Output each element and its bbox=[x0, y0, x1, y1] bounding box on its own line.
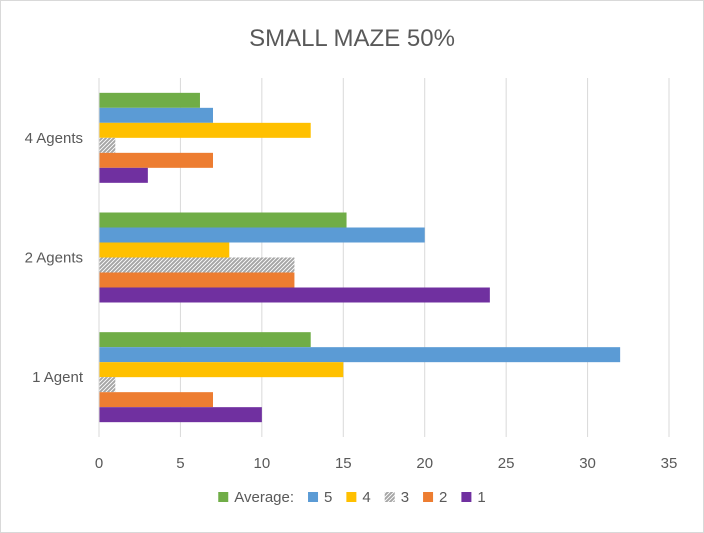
legend-item: Average: bbox=[218, 489, 294, 506]
legend-label: 2 bbox=[439, 489, 447, 506]
category-label: 2 Agents bbox=[25, 250, 83, 267]
x-tick-label: 35 bbox=[661, 455, 678, 472]
legend-item: 1 bbox=[461, 489, 486, 506]
legend-label: 3 bbox=[401, 489, 409, 506]
legend: Average: 5 4 3 2 1 bbox=[218, 489, 486, 506]
bar-1-agent-series-2 bbox=[99, 362, 344, 378]
category-label: 1 Agent bbox=[32, 369, 84, 386]
legend-swatch bbox=[384, 492, 395, 502]
legend-label: 1 bbox=[477, 489, 485, 506]
category-label: 4 Agents bbox=[25, 130, 83, 147]
bar-1-agent-series-0 bbox=[99, 332, 311, 348]
legend-item: 2 bbox=[423, 489, 447, 506]
bar-2-agents-series-2 bbox=[99, 242, 230, 258]
x-tick-label: 0 bbox=[95, 455, 103, 472]
legend-label: Average: bbox=[234, 489, 294, 506]
x-tick-label: 10 bbox=[254, 455, 271, 472]
legend-label: 4 bbox=[362, 489, 370, 506]
bar-2-agents-series-0 bbox=[99, 212, 347, 228]
legend-item: 4 bbox=[346, 489, 371, 506]
legend-swatch bbox=[218, 492, 229, 502]
bar-4-agents-series-2 bbox=[99, 122, 311, 138]
x-tick-label: 30 bbox=[579, 455, 596, 472]
bar-2-agents-series-3 bbox=[99, 257, 295, 273]
legend-item: 3 bbox=[384, 489, 409, 506]
bar-4-agents-series-0 bbox=[99, 92, 200, 108]
legend-swatch bbox=[461, 492, 472, 502]
bar-1-agent-series-5 bbox=[99, 407, 262, 423]
x-tick-label: 25 bbox=[498, 455, 515, 472]
bar-1-agent-series-4 bbox=[99, 392, 213, 408]
x-tick-label: 20 bbox=[416, 455, 433, 472]
bar-2-agents-series-1 bbox=[99, 227, 425, 243]
axis-layer: 0 5 10 15 20 25 30 35 4 Agents 2 Agents 1 Agent bbox=[25, 78, 678, 472]
bar-4-agents-series-1 bbox=[99, 107, 213, 123]
bars-layer bbox=[99, 92, 621, 423]
x-tick-label: 15 bbox=[335, 455, 352, 472]
legend-item: 5 bbox=[308, 489, 332, 506]
chart-title: SMALL MAZE 50% bbox=[249, 25, 455, 52]
bar-2-agents-series-5 bbox=[99, 287, 490, 303]
bar-1-agent-series-3 bbox=[99, 377, 116, 393]
legend-swatch bbox=[308, 492, 319, 502]
legend-label: 5 bbox=[324, 489, 332, 506]
bar-2-agents-series-4 bbox=[99, 272, 295, 288]
legend-swatch bbox=[346, 492, 357, 502]
bar-4-agents-series-5 bbox=[99, 167, 148, 183]
legend-swatch bbox=[423, 492, 434, 502]
x-tick-label: 5 bbox=[176, 455, 184, 472]
bar-1-agent-series-1 bbox=[99, 347, 621, 363]
bar-4-agents-series-3 bbox=[99, 137, 116, 153]
bar-4-agents-series-4 bbox=[99, 152, 213, 168]
